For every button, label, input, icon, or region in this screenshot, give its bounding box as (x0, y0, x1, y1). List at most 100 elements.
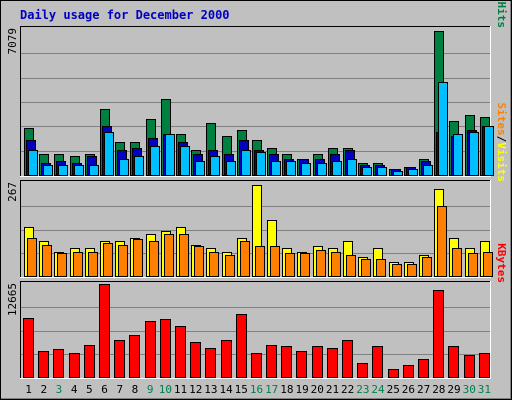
x-tick-label-21: 21 (326, 383, 339, 396)
bar-kbytes-day-25 (388, 369, 399, 378)
legend-separator: / (495, 0, 508, 2)
bar-pages-day-8 (134, 156, 144, 176)
x-tick-label-2: 2 (40, 383, 47, 396)
bar-kbytes-day-10 (160, 319, 171, 378)
chart-title: Daily usage for December 2000 (20, 8, 230, 22)
bar-kbytes-day-23 (357, 363, 368, 378)
x-tick-label-1: 1 (25, 383, 32, 396)
bar-kbytes-day-28 (433, 290, 444, 378)
bar-sites-day-8 (133, 239, 143, 277)
bar-sites-day-25 (392, 264, 402, 277)
x-tick-label-18: 18 (280, 383, 293, 396)
x-tick-label-15: 15 (235, 383, 248, 396)
bar-kbytes-day-9 (145, 321, 156, 378)
bar-kbytes-day-31 (479, 353, 490, 378)
bar-sites-day-10 (164, 234, 174, 277)
x-tick-label-12: 12 (189, 383, 202, 396)
bar-pages-day-6 (104, 132, 114, 176)
bar-sites-day-22 (346, 255, 356, 277)
bar-pages-day-3 (58, 165, 68, 176)
bar-kbytes-day-6 (99, 284, 110, 378)
bar-sites-day-14 (225, 255, 235, 277)
x-tick-label-8: 8 (132, 383, 139, 396)
panel-legend: Sites/Visits (495, 103, 508, 183)
bar-sites-day-30 (468, 253, 478, 277)
x-tick-label-22: 22 (341, 383, 354, 396)
y-axis-max-label: 12665 (6, 283, 19, 316)
bar-sites-day-24 (376, 259, 386, 277)
x-axis-labels: 1 2 3 4 5 6 7 8 9 10 11 12 13 14 15 16 17 18 19 20 21 22 23 24 2… (25, 383, 491, 396)
x-tick-label-25: 25 (387, 383, 400, 396)
chart-panels: 7079Pages/Files/Hits267Sites/Visits12665… (6, 0, 508, 379)
bar-sites-day-21 (331, 252, 341, 277)
bar-sites-day-1 (27, 238, 37, 277)
bar-sites-day-3 (57, 253, 67, 277)
bar-pages-day-13 (210, 156, 220, 176)
x-tick-label-11: 11 (174, 383, 187, 396)
bar-kbytes-day-18 (281, 346, 292, 378)
x-tick-label-13: 13 (204, 383, 217, 396)
bar-pages-day-23 (362, 167, 372, 176)
bar-kbytes-day-26 (403, 365, 414, 378)
x-tick-label-27: 27 (417, 383, 430, 396)
x-tick-label-28: 28 (432, 383, 445, 396)
panel-legend: Pages/Files/Hits (495, 0, 508, 28)
bar-pages-day-28 (438, 82, 448, 176)
x-tick-label-19: 19 (295, 383, 308, 396)
bar-pages-day-31 (484, 126, 494, 176)
x-tick-label-14: 14 (219, 383, 233, 396)
bar-pages-day-7 (119, 159, 129, 176)
panel-hits-files-pages: 7079 Pages/Files/Hits (6, 0, 508, 177)
x-tick-label-16: 16 (250, 383, 263, 396)
bar-kbytes-day-2 (38, 351, 49, 378)
legend-hits: Hits (495, 2, 508, 29)
bar-sites-day-29 (452, 248, 462, 277)
bar-sites-day-11 (179, 234, 189, 277)
bar-sites-day-26 (407, 264, 417, 277)
bar-kbytes-day-7 (114, 340, 125, 378)
bar-kbytes-day-24 (372, 346, 383, 378)
panel-kbytes: 12665 KBytes (6, 243, 508, 379)
x-tick-label-6: 6 (101, 383, 108, 396)
bar-kbytes-day-17 (266, 345, 277, 378)
x-tick-label-30: 30 (463, 383, 476, 396)
y-axis-max-label: 267 (6, 182, 19, 202)
bar-pages-day-16 (256, 152, 266, 176)
bar-pages-day-22 (347, 159, 357, 176)
bar-pages-day-11 (180, 146, 190, 176)
bar-sites-day-12 (194, 246, 204, 277)
x-tick-label-9: 9 (147, 383, 154, 396)
bar-sites-day-6 (103, 243, 113, 277)
bar-pages-day-20 (317, 163, 327, 176)
bar-kbytes-day-4 (69, 353, 80, 378)
bar-kbytes-day-30 (464, 355, 475, 378)
x-tick-label-7: 7 (116, 383, 123, 396)
x-tick-label-31: 31 (478, 383, 491, 396)
x-tick-label-24: 24 (371, 383, 385, 396)
bar-pages-day-9 (150, 146, 160, 176)
bar-kbytes-day-14 (221, 340, 232, 378)
bar-pages-day-24 (377, 167, 387, 176)
bar-pages-day-12 (195, 161, 205, 176)
x-tick-label-17: 17 (265, 383, 278, 396)
bar-pages-day-5 (89, 165, 99, 176)
bar-pages-day-15 (241, 150, 251, 176)
bar-sites-day-27 (422, 257, 432, 277)
bar-kbytes-day-15 (236, 314, 247, 378)
bar-pages-day-19 (301, 163, 311, 176)
y-axis-max-label: 7079 (6, 28, 19, 55)
bar-pages-day-29 (453, 134, 463, 176)
bar-sites-day-31 (483, 252, 493, 277)
bar-kbytes-day-13 (205, 348, 216, 378)
x-tick-label-29: 29 (447, 383, 460, 396)
legend-visits: Visits (495, 142, 508, 182)
bar-pages-day-1 (28, 150, 38, 176)
legend-sites: Sites (495, 103, 508, 136)
bar-pages-day-17 (271, 161, 281, 176)
bar-kbytes-day-19 (296, 351, 307, 378)
bar-pages-day-26 (408, 169, 418, 176)
bar-pages-day-18 (286, 161, 296, 176)
bar-kbytes-day-16 (251, 353, 262, 378)
bar-pages-day-21 (332, 161, 342, 176)
